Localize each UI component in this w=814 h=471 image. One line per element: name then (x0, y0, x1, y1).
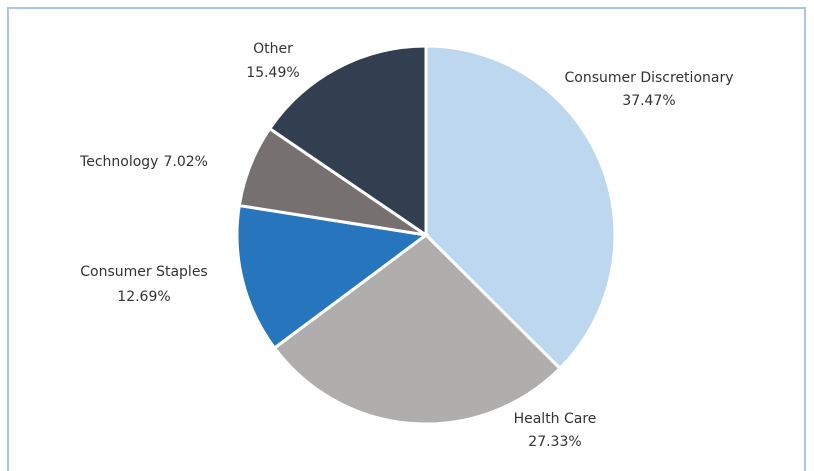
value-label: 15.49% (246, 65, 299, 81)
category-label: Health Care (514, 411, 597, 427)
value-label: 7.02% (163, 154, 207, 170)
pie-slice (272, 233, 563, 426)
frame (7, 7, 806, 471)
category-label: Technology (79, 154, 158, 170)
category-label: Other (253, 41, 293, 57)
category-label: Consumer Staples (80, 264, 207, 280)
pie-slice (424, 44, 617, 371)
pie-slice (235, 203, 430, 351)
value-label: 37.47% (622, 93, 675, 109)
category-label: Consumer Discretionary (565, 70, 734, 86)
value-label: 27.33% (528, 434, 581, 450)
pie-slice (267, 44, 428, 238)
slice-label: Technology 7.02% (79, 154, 208, 170)
value-label: 12.69% (117, 289, 170, 305)
